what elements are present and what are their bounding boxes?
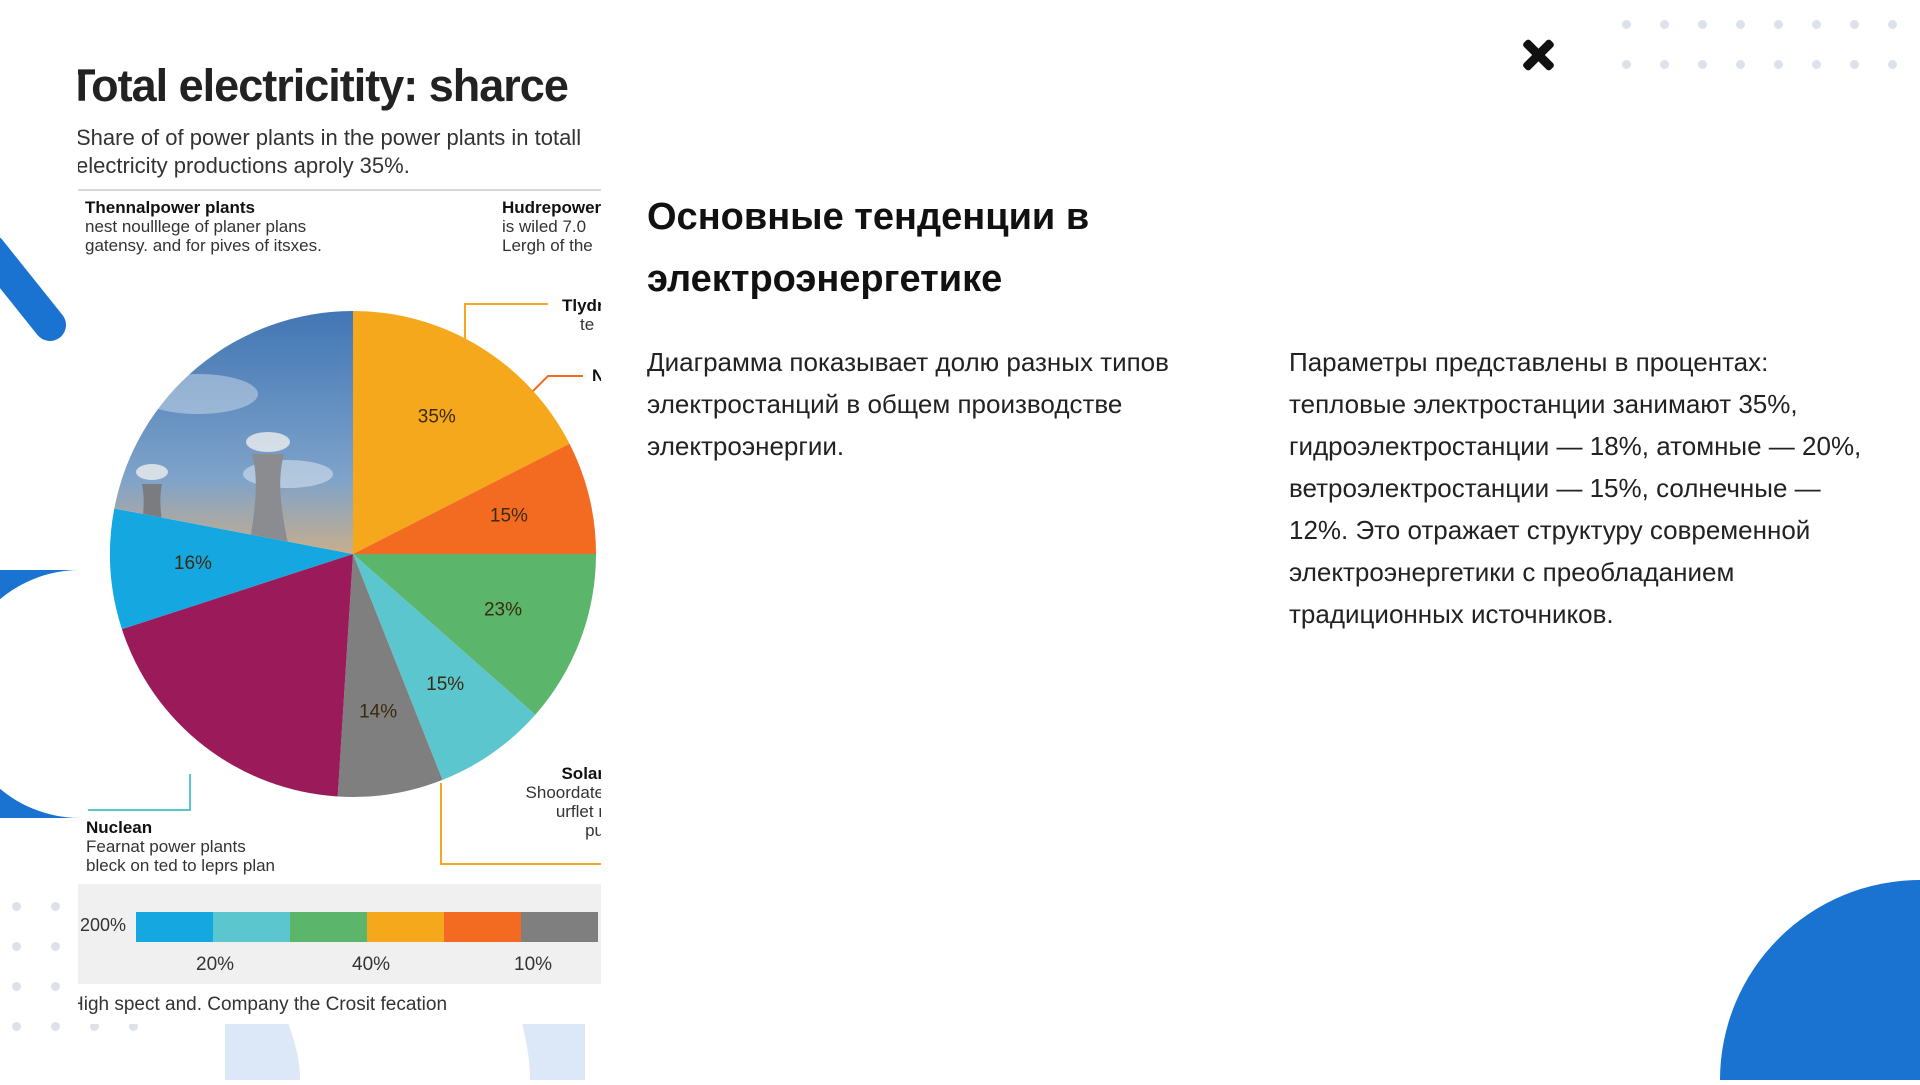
callout-solar-line1: Shoordate [525,783,601,802]
decor-dots-top-right [1622,20,1897,69]
infographic-title: Total electricitity: sharce [78,60,569,111]
callout-n: N [592,366,601,385]
pie-slice-0 [353,311,570,554]
legend-swatch-4 [444,912,521,942]
pie-slice-4 [337,554,443,797]
pie-slice-2 [353,554,596,715]
callout-n-title: N [592,366,601,385]
decor-blue-half-circle-left [0,570,80,818]
slice-labels: 35% 15% 23% 15% 14% 16% [174,406,528,722]
right-paragraph: Параметры представлены в процентах: тепл… [1289,347,1862,629]
callout-hydro-small: Tlydr te [562,296,601,334]
pie-slice-3 [353,554,536,780]
power-plant-photo [114,311,353,554]
legend-tick-20: 20% [196,954,235,975]
callout-hydro-title: Hudrepower [502,198,601,217]
legend-tick-40: 40% [352,954,391,975]
callout-thermal: Thennalpower plants nest noulllege of pl… [85,198,322,255]
legend-swatch-2 [290,912,367,942]
callout-solar: Solar Shoordate urflet r pu [514,764,601,840]
callout-thermal-line1: nest noulllege of planer plans [85,217,307,236]
callout-hydro: Hudrepower is wiled 7.0 Lergh of the [502,198,601,255]
legend-swatch-3 [367,912,444,942]
legend-swatch-5 [521,912,598,942]
pie-slice-6 [110,508,353,630]
slice-label-0: 35% [418,406,456,427]
callout-hydro-small-title: Tlydr [562,296,601,315]
slice-label-6: 16% [174,553,212,574]
callout-hydro-small-line1: te [580,315,595,334]
decor-blue-quarter-circle-right [1720,880,1920,1080]
callout-solar-title: Solar [561,764,601,783]
legend-left-label: 200% [80,915,127,935]
callout-thermal-title: Thennalpower plants [85,198,256,217]
slice-label-3: 15% [426,674,464,695]
decor-blue-stroke [0,220,80,360]
infographic-footer: High spect and. Company the Crosit fecat… [78,994,448,1015]
callout-thermal-line2: gatensy. and for pives of itsxes. [85,236,322,255]
left-paragraph: Диаграмма показывает долю разных типов э… [647,347,1169,461]
legend-bar: 200% 20% 40% 10% [78,884,601,984]
legend-swatch-1 [213,912,290,942]
legend-swatch-0 [136,912,213,942]
divider [78,189,601,191]
slice-label-4: 14% [359,701,397,722]
slice-label-1: 15% [490,506,528,527]
legend-swatches [136,912,598,942]
legend-tick-10: 10% [514,954,553,975]
close-icon[interactable] [1518,34,1558,74]
infographic-image: Total electricitity: sharce Share of of … [78,54,601,1024]
callout-nuclear-line2: bleck on ted to leprs plan [86,856,276,875]
infographic-subtitle: Share of of power plants in the power pl… [78,125,582,178]
decor-light-arc-bottom [220,1015,600,1080]
callout-solar-line3: pu [585,821,601,840]
pie-slice-1 [353,443,596,554]
slice-label-2: 23% [484,600,522,621]
callout-hydro-line2: Lergh of the [502,236,593,255]
callout-solar-line2: urflet r [555,802,601,821]
callout-nuclear-title: Nuclean [86,818,153,837]
callout-nuclear: Nuclean Fearnat power plants bleck on te… [86,818,275,875]
callout-hydro-line1: is wiled 7.0 [502,217,587,236]
pie-slices [110,311,596,797]
slide-heading: Основные тенденции в электроэнергетике [647,196,1090,300]
callout-nuclear-line1: Fearnat power plants [86,837,246,856]
pie-slice-5 [121,554,354,797]
